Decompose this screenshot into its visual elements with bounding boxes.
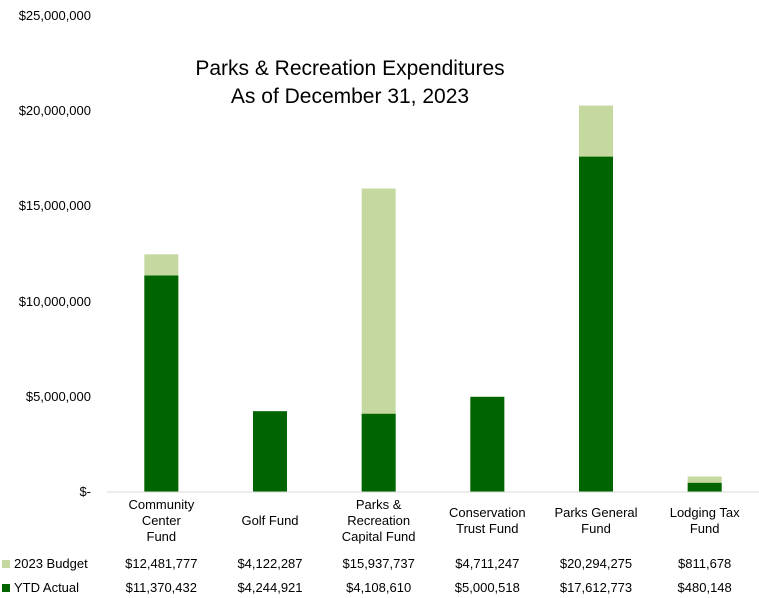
category-label-line: Lodging Tax [669, 505, 740, 520]
budget-value-label: $20,294,275 [559, 556, 633, 571]
y-tick-label: $10,000,000 [18, 293, 91, 309]
x-category-label: Community Center Fund [106, 497, 216, 545]
legend-swatch [2, 560, 10, 568]
y-tick-label: $25,000,000 [18, 8, 91, 23]
budget-value-label: $4,711,247 [455, 556, 520, 571]
actual-bar [579, 156, 613, 492]
actual-bar [144, 275, 179, 492]
category-label-line: Capital Fund [341, 529, 416, 544]
category-label-line: Golf Fund [241, 513, 299, 528]
category-label-line: Fund [581, 521, 611, 536]
category-label-line: Recreation [347, 513, 411, 528]
actual-bar [361, 413, 396, 492]
chart-title: Parks & Recreation Expenditures [195, 57, 505, 80]
category-label-line: Community [128, 497, 195, 512]
y-tick-label: $5,000,000 [25, 388, 91, 404]
legend-label: YTD Actual [14, 580, 80, 595]
legend-swatch [2, 584, 10, 592]
actual-value-label: $480,148 [677, 580, 732, 595]
actual-value-label: $17,612,773 [559, 580, 633, 595]
category-label-line: Trust Fund [456, 521, 519, 536]
legend-entry: 2023 Budget [2, 556, 88, 571]
legend-entry: YTD Actual [2, 580, 79, 595]
y-tick-label: $15,000,000 [18, 198, 91, 214]
category-label-line: Center [141, 513, 181, 528]
actual-value-label: $5,000,518 [454, 580, 520, 595]
actual-value-label: $11,370,432 [125, 580, 197, 595]
actual-bar [687, 482, 722, 492]
x-category-label: Conservation Trust Fund [432, 505, 542, 537]
y-tick-label: $- [79, 484, 91, 499]
x-category-label: Golf Fund [215, 513, 325, 529]
x-category-label: Lodging Tax Fund [650, 505, 759, 537]
actual-bar [253, 411, 287, 492]
legend-label: 2023 Budget [14, 556, 88, 571]
chart-subtitle: As of December 31, 2023 [230, 85, 470, 108]
actual-value-label: $4,244,921 [237, 580, 303, 595]
x-category-label: Parks & Recreation Capital Fund [324, 497, 434, 545]
budget-value-label: $12,481,777 [125, 556, 198, 571]
budget-value-label: $4,122,287 [237, 556, 303, 571]
actual-bar [470, 396, 505, 492]
category-label-line: Parks & [355, 497, 402, 512]
category-label-line: Fund [689, 521, 720, 536]
x-category-label: Parks General Fund [541, 505, 651, 537]
y-tick-label: $20,000,000 [18, 103, 91, 119]
category-label-line: Parks General [554, 505, 638, 520]
budget-value-label: $811,678 [678, 556, 732, 571]
category-label-line: Conservation [449, 505, 526, 520]
budget-value-label: $15,937,737 [342, 556, 415, 571]
category-label-line: Fund [146, 529, 177, 544]
actual-value-label: $4,108,610 [346, 580, 412, 595]
